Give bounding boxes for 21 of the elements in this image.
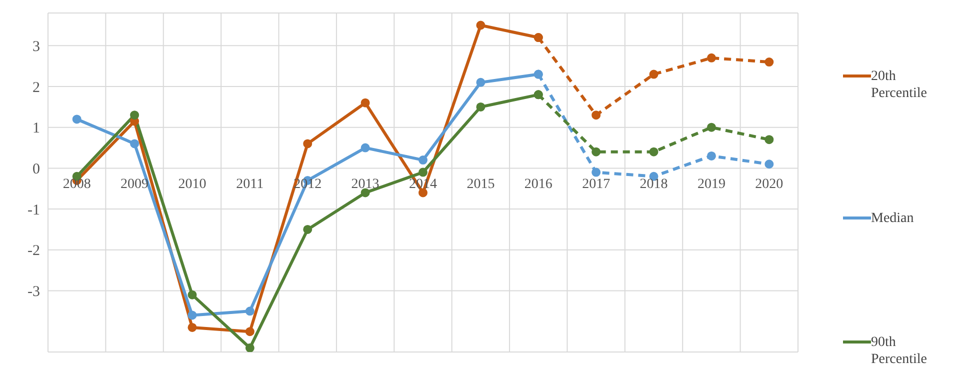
y-tick-label: 3 bbox=[32, 39, 40, 55]
x-tick-label: 2018 bbox=[640, 177, 668, 192]
y-tick-label: 0 bbox=[32, 162, 40, 178]
y-tick-label: 1 bbox=[32, 120, 40, 137]
x-tick-label: 2017 bbox=[582, 177, 610, 192]
x-tick-label: 2020 bbox=[755, 177, 784, 192]
y-tick-label: 2 bbox=[32, 80, 40, 96]
x-tick-label: 2009 bbox=[120, 177, 149, 192]
x-tick-label: 2011 bbox=[236, 177, 264, 192]
x-tick-label: 2013 bbox=[351, 177, 380, 192]
x-tick-label: 2019 bbox=[697, 177, 726, 192]
x-tick-label: 2010 bbox=[178, 177, 206, 192]
y-tick-label: -1 bbox=[28, 202, 40, 218]
y-tick-label: -3 bbox=[28, 284, 40, 300]
legend-label: Median bbox=[871, 210, 915, 226]
x-tick-label: 2008 bbox=[62, 177, 91, 192]
legend-label: 90th Percentile bbox=[871, 334, 928, 368]
y-tick-label: -2 bbox=[28, 243, 40, 260]
legend-label: 20th Percentile bbox=[871, 68, 928, 102]
x-tick-label: 2016 bbox=[524, 177, 552, 192]
x-tick-label: 2015 bbox=[466, 177, 495, 192]
